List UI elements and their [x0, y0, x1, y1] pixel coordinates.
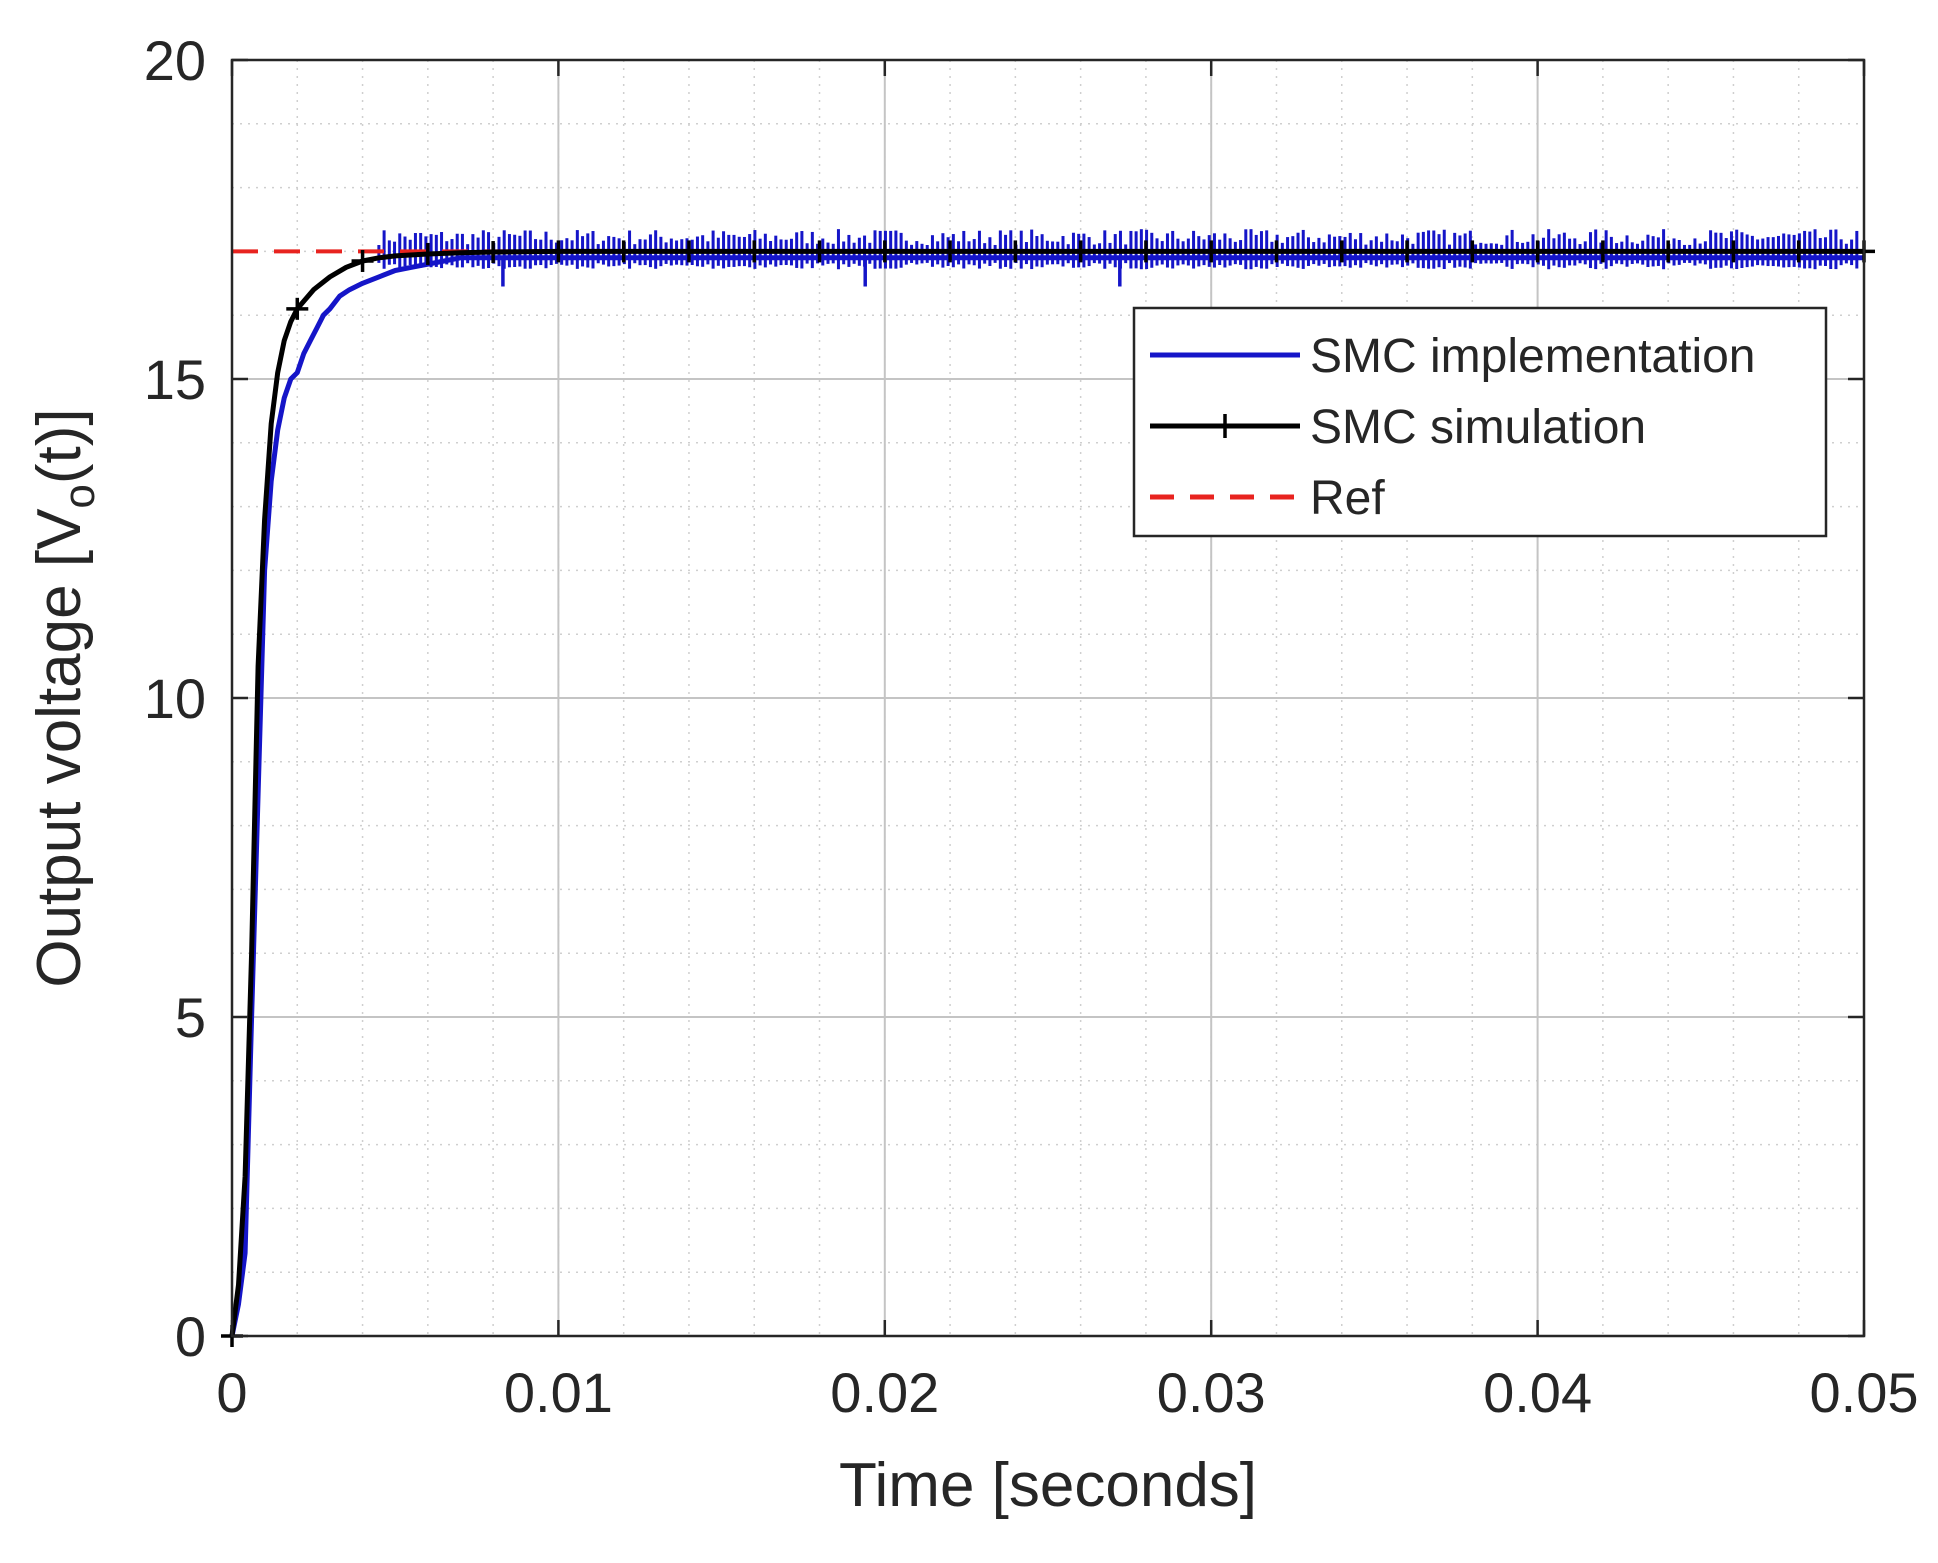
legend-item-ref: Ref — [1150, 472, 1385, 525]
y-tick-label: 15 — [144, 348, 206, 411]
y-tick-label: 10 — [144, 667, 206, 730]
series-layer — [221, 229, 1875, 1347]
x-tick-labels: 0 0.01 0.02 0.03 0.04 0.05 — [216, 1361, 1918, 1424]
y-axis-label-subscript: o — [55, 484, 104, 508]
y-tick-label: 0 — [175, 1305, 206, 1368]
y-axis-label-tail: (t)] — [25, 408, 94, 484]
y-tick-labels: 0 5 10 15 20 — [144, 29, 206, 1368]
legend-item-simulation: SMC simulation — [1150, 401, 1646, 454]
series-simulation-marker — [1461, 240, 1484, 263]
series-simulation-marker — [743, 240, 766, 263]
y-axis-label-main: Output voltage [V — [25, 508, 94, 988]
legend-label-ref: Ref — [1310, 472, 1385, 525]
series-simulation-marker — [351, 249, 374, 272]
legend: SMC implementation SMC simulation Ref — [1132, 306, 1828, 538]
series-simulation-marker — [1396, 240, 1419, 263]
y-tick-label: 20 — [144, 29, 206, 92]
legend-item-implementation: SMC implementation — [1150, 330, 1756, 383]
x-tick-label: 0 — [216, 1361, 247, 1424]
series-simulation-marker — [416, 242, 439, 265]
y-tick-label: 5 — [175, 986, 206, 1049]
legend-marker-simulation — [1213, 414, 1237, 438]
x-tick-label: 0.02 — [830, 1361, 939, 1424]
ticks-layer — [230, 58, 1866, 1338]
series-simulation-marker — [482, 241, 505, 264]
series-simulation-marker — [677, 240, 700, 263]
series-simulation-marker — [1591, 240, 1614, 263]
series-simulation-marker — [1657, 240, 1680, 263]
series-simulation-marker — [1069, 240, 1092, 263]
series-simulation-marker — [1526, 240, 1549, 263]
x-tick-label: 0.01 — [504, 1361, 613, 1424]
x-tick-label: 0.05 — [1810, 1361, 1919, 1424]
x-axis-label: Time [seconds] — [839, 1451, 1257, 1520]
series-simulation-marker — [1004, 240, 1027, 263]
series-simulation-markers — [221, 240, 1875, 1347]
legend-label-simulation: SMC simulation — [1310, 401, 1646, 454]
series-simulation-marker — [1722, 240, 1745, 263]
series-simulation-marker — [873, 240, 896, 263]
series-simulation-marker — [547, 240, 570, 263]
series-simulation-marker — [808, 240, 831, 263]
x-tick-label: 0.03 — [1157, 1361, 1266, 1424]
series-simulation-marker — [1200, 240, 1223, 263]
series-simulation-marker — [286, 297, 309, 320]
series-simulation-marker — [1787, 240, 1810, 263]
series-simulation-marker — [612, 240, 635, 263]
y-axis-label: Output voltage [Vo(t)] — [25, 408, 104, 987]
series-simulation-marker — [1134, 240, 1157, 263]
legend-label-implementation: SMC implementation — [1310, 330, 1756, 383]
series-simulation-marker — [1330, 240, 1353, 263]
series-simulation-marker — [1265, 240, 1288, 263]
x-tick-label: 0.04 — [1483, 1361, 1592, 1424]
series-simulation-marker — [939, 240, 962, 263]
